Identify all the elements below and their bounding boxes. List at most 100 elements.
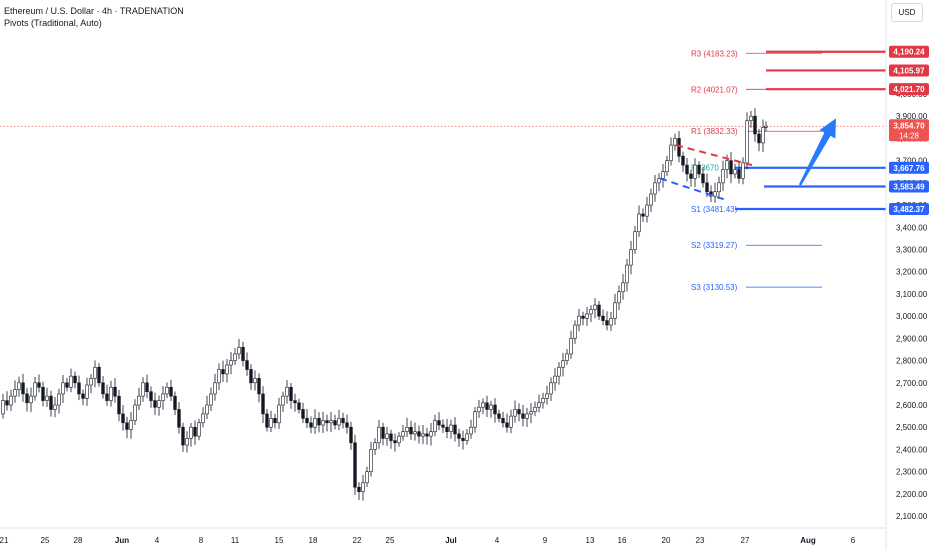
candle-body	[149, 391, 153, 401]
time-tick-label: 21	[0, 536, 9, 545]
candle-body	[153, 400, 157, 408]
pivot-label-s1: S1 (3481.43)	[691, 205, 738, 214]
candle-body	[441, 424, 445, 428]
candle-body	[25, 393, 29, 404]
candle-body	[37, 382, 41, 388]
candle-body	[413, 431, 417, 435]
candle-body	[269, 418, 273, 428]
pivot-label-s3: S3 (3130.53)	[691, 283, 738, 292]
candle-body	[545, 393, 549, 399]
candle-body	[764, 125, 768, 128]
candle-body	[241, 346, 245, 361]
price-tick-label: 3,400.00	[896, 223, 928, 232]
candle-body	[645, 204, 649, 217]
candle-body	[53, 404, 57, 410]
candle-body	[13, 389, 17, 397]
candle-body	[369, 449, 373, 472]
candle-body	[469, 426, 473, 435]
candle-body	[137, 395, 141, 406]
time-tick-label: 6	[851, 536, 856, 545]
candle-body	[161, 393, 165, 401]
candle-body	[513, 409, 517, 417]
candle-body	[17, 382, 21, 390]
time-tick-label: 13	[586, 536, 595, 545]
candle-body	[385, 433, 389, 439]
pivot-levels: R3 (4183.23) R2 (4021.07) R1 (3832.33) P (3…	[0, 49, 886, 292]
candle-body	[245, 360, 249, 370]
chart-header: Ethereum / U.S. Dollar · 4h · TRADENATIO…	[4, 5, 184, 29]
candle-body	[225, 364, 229, 375]
candle-body	[745, 120, 749, 164]
candle-body	[213, 382, 217, 395]
candle-body	[93, 366, 97, 379]
candle-body	[117, 395, 121, 415]
candle-body	[253, 378, 257, 384]
level-price-tag-label: 3,583.49	[893, 183, 925, 192]
candle-body	[521, 413, 525, 419]
candle-body	[557, 366, 561, 377]
time-tick-label: 25	[386, 536, 395, 545]
candle-body	[489, 404, 493, 410]
candle-body	[597, 304, 601, 317]
symbol-title[interactable]: Ethereum / U.S. Dollar · 4h · TRADENATIO…	[4, 6, 184, 16]
candle-body	[425, 433, 429, 437]
candle-body	[589, 309, 593, 315]
price-tick-label: 2,200.00	[896, 490, 928, 499]
candle-body	[5, 400, 9, 406]
pivot-label-s2: S2 (3319.27)	[691, 241, 738, 250]
level-price-tag	[889, 64, 929, 77]
candle-body	[505, 422, 509, 428]
time-tick-label: 27	[741, 536, 750, 545]
candle-body	[289, 386, 293, 401]
time-tick-label: 4	[155, 536, 160, 545]
candle-body	[657, 178, 661, 184]
candle-body	[593, 304, 597, 310]
candle-body	[185, 438, 189, 446]
candle-body	[249, 369, 253, 384]
candle-body	[41, 386, 45, 401]
currency-button[interactable]: USD	[891, 3, 923, 22]
candle-body	[297, 402, 301, 410]
candle-body	[313, 418, 317, 428]
candle-body	[113, 386, 117, 397]
candle-body	[421, 433, 425, 437]
bullish-arrow	[798, 118, 836, 186]
candle-body	[605, 320, 609, 326]
level-price-tag-label: 4,105.97	[893, 66, 925, 75]
time-tick-label: 15	[275, 536, 284, 545]
candle-body	[529, 411, 533, 415]
candle-body	[577, 315, 581, 326]
candle-body	[233, 353, 237, 361]
candle-body	[517, 409, 521, 415]
candle-body	[85, 384, 89, 399]
candle-body	[177, 409, 181, 428]
candle-body	[237, 346, 241, 355]
price-tick-label: 2,500.00	[896, 423, 928, 432]
candle-body	[457, 433, 461, 439]
candle-body	[641, 213, 645, 217]
candle-body	[705, 182, 709, 193]
candle-body	[405, 426, 409, 432]
candle-body	[365, 471, 369, 484]
candle-body	[81, 393, 85, 399]
candle-body	[677, 138, 681, 157]
candle-body	[389, 433, 393, 441]
candle-body	[477, 406, 481, 412]
candle-body	[345, 422, 349, 428]
price-tick-label: 3,700.00	[896, 157, 928, 166]
candle-body	[401, 431, 405, 437]
candles	[1, 108, 768, 501]
price-tick-label: 3,900.00	[896, 112, 928, 121]
current-price-value: 3,854.70	[893, 121, 925, 130]
time-tick-label: 23	[696, 536, 705, 545]
candle-body	[373, 442, 377, 450]
candle-body	[353, 442, 357, 488]
candle-body	[129, 420, 133, 430]
indicator-label[interactable]: Pivots (Traditional, Auto)	[4, 18, 102, 28]
candle-body	[733, 169, 737, 175]
candle-body	[397, 435, 401, 444]
candle-body	[497, 413, 501, 419]
price-tick-label: 2,900.00	[896, 334, 928, 343]
